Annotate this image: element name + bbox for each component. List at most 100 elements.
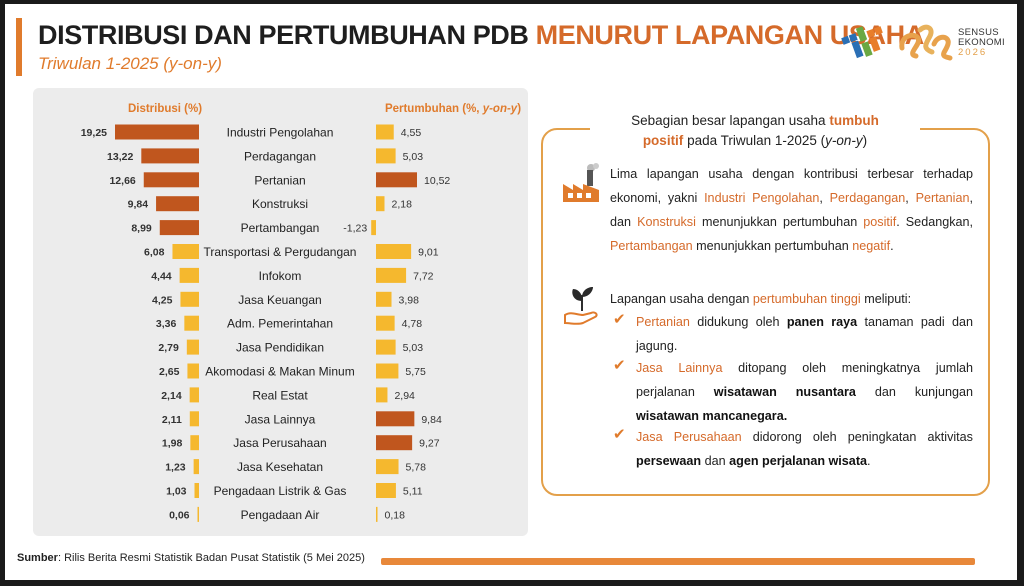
category-label: Infokom: [259, 269, 302, 283]
growth-bar: [376, 148, 396, 164]
info-title-e: y-on-y: [825, 133, 863, 148]
growth-bar: [376, 291, 392, 307]
highlight-text: positif: [863, 215, 897, 229]
source-label: Sumber: [17, 552, 58, 564]
body-text: dan: [701, 454, 730, 468]
bullet-jasa-lainnya: Jasa Lainnya ditopang oleh meningkatnya …: [636, 356, 973, 428]
growth-value-label: 5,03: [403, 342, 424, 354]
growth-bar: [376, 459, 399, 475]
highlight-text: agen perjalanan wisata: [729, 454, 868, 468]
highlight-text: Pertanian: [636, 315, 690, 329]
category-label: Jasa Keuangan: [238, 293, 321, 307]
growth-bar: [376, 435, 413, 451]
bullet-pertanian: Pertanian didukung oleh panen raya tanam…: [636, 310, 973, 358]
sensus-ekonomi-logo-icon: [899, 24, 953, 61]
distribution-value-label: 2,14: [161, 390, 182, 402]
growth-bar: [376, 196, 385, 212]
growth-value-label: 4,55: [401, 127, 422, 139]
highlight-text: wisatawan mancanegara.: [636, 409, 788, 423]
info-paragraph-1: Lima lapangan usaha dengan kontribusi te…: [610, 162, 973, 258]
body-text: . Sedangkan,: [896, 215, 974, 229]
growth-bar: [376, 363, 399, 379]
body-text: ditopang oleh meningkatnya jumlah perjal…: [636, 361, 974, 399]
info-title-a: Sebagian besar lapangan usaha: [631, 113, 830, 128]
highlight-text: Jasa Perusahaan: [636, 430, 742, 444]
category-label: Pengadaan Listrik & Gas: [214, 484, 347, 498]
body-text: meliputi:: [860, 292, 912, 306]
growth-header-part: Pertumbuhan (%,: [385, 103, 483, 115]
chart-panel: Distribusi (%) Pertumbuhan (%, y-on-y) 19,…: [33, 88, 528, 536]
body-text: Lapangan usaha dengan: [610, 292, 753, 306]
growth-bar: [376, 506, 378, 522]
growth-bar: [376, 411, 415, 427]
distribution-value-label: 8,99: [131, 223, 152, 235]
body-text: ,: [905, 191, 916, 205]
distribution-value-label: 9,84: [128, 199, 149, 211]
body-text: , dan: [610, 191, 973, 229]
growth-value-label: 5,03: [403, 151, 424, 163]
distribution-bar: [115, 124, 199, 140]
growth-value-label: 2,94: [394, 390, 415, 402]
distribution-bar: [156, 196, 199, 212]
factory-icon: [563, 163, 599, 202]
highlight-text: Konstruksi: [637, 215, 696, 229]
info-title-b: tumbuh: [829, 113, 879, 128]
info-title-f: ): [862, 133, 868, 148]
bps-logo-icon: [841, 26, 883, 59]
growth-value-label: 7,72: [413, 270, 434, 282]
growth-header-part: ): [517, 103, 521, 115]
distribution-bar: [179, 267, 199, 283]
distribution-bar: [194, 483, 199, 498]
check-icon: ✔: [613, 426, 626, 443]
growth-bar: [376, 483, 396, 498]
distribution-value-label: 2,79: [158, 342, 179, 354]
category-label: Pengadaan Air: [241, 508, 320, 522]
category-label: Pertanian: [254, 173, 305, 187]
info-title-c: positif: [642, 133, 684, 148]
info-paragraph-2: Lapangan usaha dengan pertumbuhan tinggi…: [610, 287, 973, 311]
body-text: .: [867, 454, 871, 468]
distribution-value-label: 19,25: [81, 127, 107, 139]
distribution-bar: [143, 172, 199, 188]
distribution-value-label: 4,44: [151, 270, 172, 282]
distribution-bar: [190, 435, 199, 451]
sensus-ekonomi-text: SENSUS EKONOMI 2026: [958, 28, 1005, 58]
distribution-bar: [159, 220, 199, 236]
page-title: DISTRIBUSI DAN PERTUMBUHAN PDB MENURUT L…: [38, 20, 924, 51]
body-text: didorong oleh peningkatan aktivitas: [741, 430, 973, 444]
category-label: Jasa Perusahaan: [233, 436, 326, 450]
body-text: dan kunjungan: [855, 385, 973, 399]
category-label: Adm. Pemerintahan: [227, 317, 333, 331]
body-text: menunjukkan pertumbuhan: [695, 215, 864, 229]
highlight-text: Pertanian: [915, 191, 970, 205]
growth-value-label: 9,84: [421, 414, 442, 426]
distribution-bar: [180, 291, 199, 307]
logo-area: SENSUS EKONOMI 2026: [840, 18, 1010, 68]
plant-in-hand-icon: [564, 287, 598, 325]
info-title: Sebagian besar lapangan usaha tumbuh posi…: [590, 111, 920, 151]
distribution-bar: [193, 459, 199, 475]
check-icon: ✔: [613, 311, 626, 328]
category-label: Real Estat: [252, 388, 308, 402]
growth-header: Pertumbuhan (%, y-on-y): [385, 103, 521, 115]
highlight-text: pertumbuhan tinggi: [752, 292, 861, 306]
growth-value-label: 5,11: [403, 486, 423, 498]
distribution-value-label: 0,06: [169, 509, 190, 521]
growth-bar: [376, 172, 417, 188]
highlight-text: Pertambangan: [610, 239, 693, 253]
body-text: ,: [819, 191, 830, 205]
growth-value-label: 10,52: [424, 175, 450, 187]
growth-value-label: 4,78: [402, 318, 423, 330]
source-note: Sumber: Rilis Berita Resmi Statistik Bad…: [17, 552, 365, 564]
distribution-value-label: 2,11: [162, 414, 182, 426]
highlight-text: Perdagangan: [829, 191, 906, 205]
growth-value-label: 0,18: [385, 509, 406, 521]
highlight-text: persewaan: [636, 454, 702, 468]
check-icon: ✔: [613, 357, 626, 374]
distribution-value-label: 2,65: [159, 366, 180, 378]
growth-bar: [376, 124, 394, 140]
distribution-value-label: 4,25: [152, 294, 173, 306]
growth-bar: [376, 315, 395, 331]
growth-value-label: -1,23: [343, 223, 367, 235]
highlight-text: negatif: [852, 239, 891, 253]
